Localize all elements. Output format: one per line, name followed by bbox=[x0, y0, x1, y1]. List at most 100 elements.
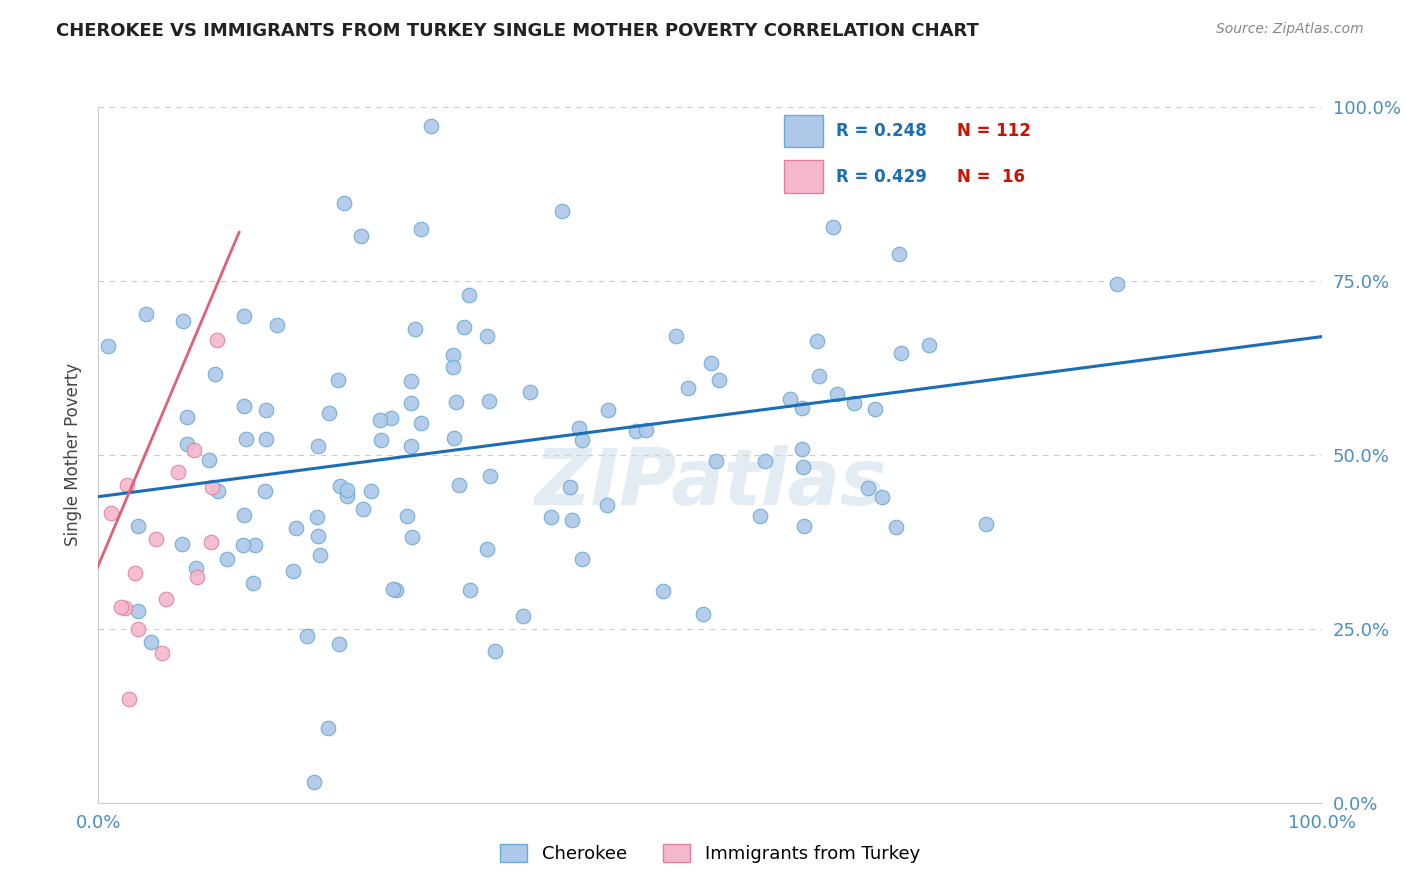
Point bbox=[399, 440, 422, 454]
Point bbox=[118, 691, 141, 706]
Point bbox=[217, 552, 239, 566]
Point bbox=[790, 401, 813, 415]
FancyBboxPatch shape bbox=[785, 114, 823, 147]
Point bbox=[284, 521, 307, 535]
Y-axis label: Single Mother Poverty: Single Mother Poverty bbox=[65, 363, 83, 547]
Point bbox=[370, 434, 392, 448]
Point bbox=[754, 454, 776, 468]
Point bbox=[793, 519, 815, 533]
Point bbox=[1105, 277, 1128, 291]
Point bbox=[806, 334, 828, 348]
Point bbox=[380, 411, 402, 425]
Point bbox=[233, 399, 256, 413]
Point bbox=[186, 569, 208, 583]
Point bbox=[571, 433, 593, 447]
Point bbox=[307, 439, 329, 453]
Text: N = 112: N = 112 bbox=[957, 122, 1031, 140]
Point bbox=[401, 530, 423, 544]
Point bbox=[124, 566, 146, 580]
Point bbox=[479, 469, 502, 483]
Point bbox=[441, 359, 464, 374]
Point bbox=[336, 489, 359, 503]
Point bbox=[779, 392, 801, 406]
Point bbox=[792, 460, 814, 475]
Point bbox=[360, 484, 382, 499]
Point bbox=[449, 478, 471, 492]
Point bbox=[571, 552, 593, 566]
Point bbox=[624, 424, 647, 438]
Point bbox=[700, 356, 723, 370]
Point bbox=[865, 402, 887, 417]
Point bbox=[887, 246, 910, 260]
Point bbox=[336, 483, 359, 497]
Text: Source: ZipAtlas.com: Source: ZipAtlas.com bbox=[1216, 22, 1364, 37]
Point bbox=[183, 443, 205, 458]
Point bbox=[596, 403, 619, 417]
Point bbox=[115, 478, 138, 492]
Point bbox=[135, 307, 157, 321]
Point bbox=[399, 396, 422, 410]
Point bbox=[807, 368, 830, 383]
Point bbox=[420, 119, 443, 133]
Point bbox=[704, 454, 727, 468]
Point bbox=[484, 644, 506, 658]
Point bbox=[232, 538, 254, 552]
Point bbox=[634, 423, 657, 437]
Point bbox=[790, 442, 813, 457]
Point bbox=[411, 221, 433, 235]
Point bbox=[254, 402, 277, 417]
Point bbox=[172, 314, 194, 328]
Point bbox=[665, 329, 688, 343]
Point bbox=[326, 373, 349, 387]
Point bbox=[446, 394, 468, 409]
Point bbox=[395, 508, 418, 523]
FancyBboxPatch shape bbox=[785, 161, 823, 194]
Point bbox=[676, 380, 699, 394]
Point bbox=[842, 395, 865, 409]
Point bbox=[709, 374, 731, 388]
Text: CHEROKEE VS IMMIGRANTS FROM TURKEY SINGLE MOTHER POVERTY CORRELATION CHART: CHEROKEE VS IMMIGRANTS FROM TURKEY SINGL… bbox=[56, 22, 979, 40]
Point bbox=[329, 479, 352, 493]
Point bbox=[651, 584, 673, 599]
Point bbox=[568, 421, 591, 435]
Point bbox=[186, 561, 208, 575]
Point bbox=[318, 406, 340, 420]
Point bbox=[350, 228, 373, 243]
Point bbox=[382, 582, 405, 597]
Point bbox=[404, 322, 426, 336]
Point bbox=[235, 433, 257, 447]
Point bbox=[475, 541, 498, 556]
Point bbox=[512, 608, 534, 623]
Point bbox=[200, 534, 222, 549]
Point bbox=[167, 465, 190, 479]
Point bbox=[821, 220, 844, 235]
Point bbox=[100, 507, 122, 521]
Legend: Cherokee, Immigrants from Turkey: Cherokee, Immigrants from Turkey bbox=[494, 837, 927, 871]
Point bbox=[302, 775, 325, 789]
Point bbox=[328, 637, 350, 651]
Text: N =  16: N = 16 bbox=[957, 168, 1025, 186]
Point bbox=[519, 384, 541, 399]
Point bbox=[283, 564, 305, 578]
Point bbox=[139, 634, 162, 648]
Point bbox=[205, 333, 228, 347]
Point bbox=[453, 319, 475, 334]
Point bbox=[399, 374, 422, 388]
Point bbox=[307, 529, 329, 543]
Point bbox=[560, 480, 582, 494]
Point bbox=[870, 490, 893, 504]
Point bbox=[266, 318, 288, 332]
Point bbox=[561, 513, 583, 527]
Point bbox=[316, 721, 339, 735]
Point bbox=[332, 195, 354, 210]
Point bbox=[114, 601, 136, 615]
Point bbox=[176, 436, 198, 450]
Point bbox=[309, 548, 332, 562]
Point bbox=[856, 481, 879, 495]
Point bbox=[458, 583, 481, 598]
Point bbox=[152, 646, 174, 660]
Point bbox=[368, 413, 391, 427]
Point bbox=[827, 387, 849, 401]
Point bbox=[245, 537, 267, 551]
Point bbox=[692, 607, 714, 622]
